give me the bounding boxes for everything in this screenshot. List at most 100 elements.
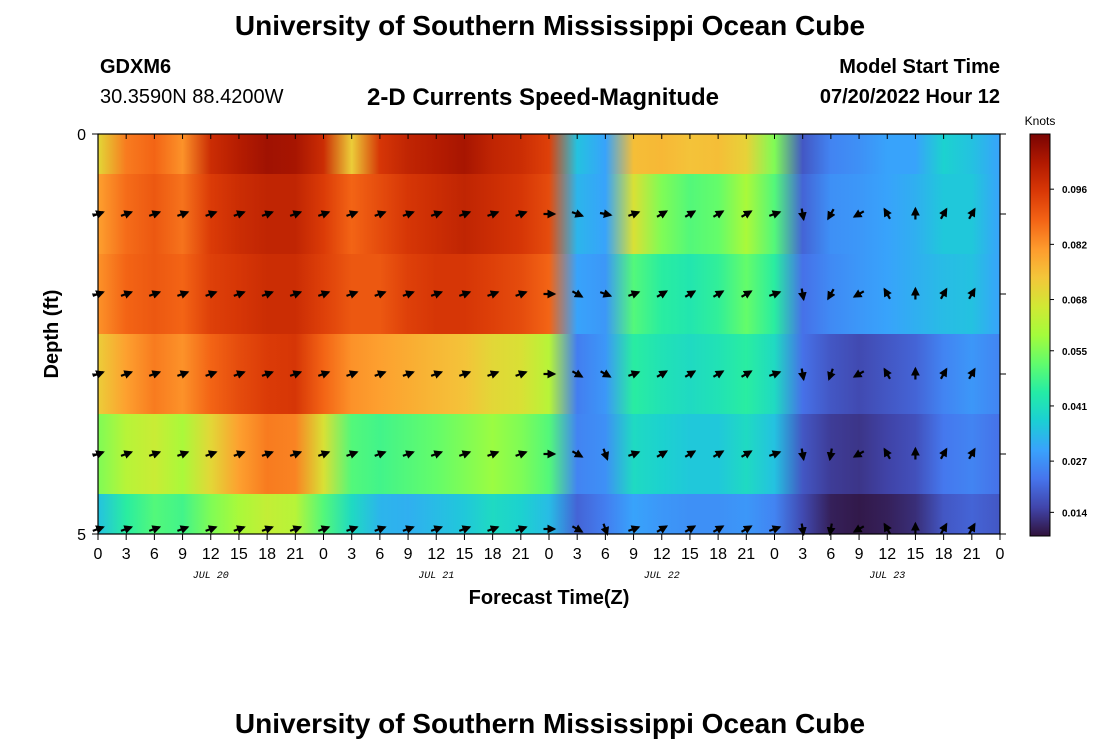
current-vector (430, 210, 444, 219)
current-vector (233, 370, 246, 379)
current-vector (852, 209, 865, 218)
current-vector (798, 448, 807, 462)
current-vector (628, 525, 641, 534)
current-vector (656, 370, 669, 379)
current-vector (883, 207, 892, 220)
current-vector (402, 370, 415, 379)
current-vector (374, 525, 387, 534)
x-tick-label: 9 (404, 546, 413, 563)
current-vector (289, 525, 303, 534)
current-vector (768, 370, 782, 379)
footer-title: University of Southern Mississippi Ocean… (234, 708, 866, 739)
x-tick-label: 12 (878, 546, 896, 563)
current-vector (712, 210, 725, 219)
current-vector (317, 450, 331, 459)
current-vector (826, 523, 836, 537)
current-vector (628, 290, 641, 299)
current-vector (487, 290, 500, 299)
x-tick-label: 0 (996, 546, 1005, 563)
current-vector (768, 450, 782, 459)
day-label: JUL 23 (869, 571, 905, 582)
current-vector (740, 290, 753, 299)
y-tick-label: 5 (77, 527, 86, 544)
x-tick-label: 9 (629, 546, 638, 563)
current-vector (205, 290, 218, 299)
current-vector (487, 525, 500, 534)
station-id: GDXM6 (100, 56, 172, 78)
current-vector (883, 287, 892, 300)
current-vector (261, 210, 274, 219)
current-vector (515, 210, 528, 219)
current-vector (374, 450, 387, 459)
current-vector (712, 290, 725, 299)
current-vector (177, 525, 190, 534)
current-vector (939, 207, 948, 220)
x-tick-label: 9 (178, 546, 187, 563)
current-vector (289, 370, 303, 379)
current-vector (628, 450, 641, 459)
current-vector (458, 210, 472, 219)
current-vector (289, 210, 303, 219)
day-label: JUL 21 (418, 571, 454, 582)
y-tick-label: 0 (77, 127, 86, 144)
colorbar-unit-label: Knots (1025, 114, 1056, 128)
current-vector (600, 369, 612, 378)
current-vector (656, 525, 669, 534)
current-vector (712, 370, 725, 379)
current-vector (205, 210, 218, 219)
current-vector (458, 450, 472, 459)
current-vector (852, 289, 865, 298)
colorbar-tick-label: 0.041 (1062, 402, 1087, 413)
current-vector (967, 447, 976, 460)
x-tick-label: 18 (258, 546, 276, 563)
current-vector (317, 290, 331, 299)
x-tick-label: 12 (653, 546, 671, 563)
current-vector (148, 450, 162, 459)
current-vector (430, 525, 444, 534)
current-vector (515, 290, 528, 299)
current-vector (177, 290, 190, 299)
x-tick-label: 0 (545, 546, 554, 563)
current-vector (317, 370, 331, 379)
x-tick-label: 6 (601, 546, 610, 563)
current-vector (402, 290, 415, 299)
current-vector (148, 370, 162, 379)
model-start-label: Model Start Time (839, 56, 1000, 78)
x-tick-label: 21 (286, 546, 304, 563)
current-vector (346, 525, 359, 534)
current-vector (458, 290, 472, 299)
current-vector (628, 210, 641, 219)
current-vector (571, 289, 584, 298)
current-vector (515, 450, 528, 459)
colorbar-tick-label: 0.068 (1062, 296, 1087, 307)
current-vector (402, 525, 415, 534)
current-vector (317, 210, 331, 219)
current-vector (233, 210, 246, 219)
x-tick-label: 9 (855, 546, 864, 563)
current-vector (883, 522, 892, 535)
current-vector (148, 210, 162, 219)
colorbar-tick-label: 0.096 (1062, 185, 1087, 196)
page-title: University of Southern Mississippi Ocean… (234, 10, 866, 41)
current-vector (233, 450, 246, 459)
current-vector (600, 523, 610, 536)
current-vector (827, 288, 836, 301)
x-tick-label: 21 (737, 546, 755, 563)
current-vector (289, 290, 303, 299)
x-tick-label: 0 (770, 546, 779, 563)
current-vector (346, 450, 359, 459)
colorbar-tick-label: 0.082 (1062, 240, 1087, 251)
x-tick-label: 18 (935, 546, 953, 563)
current-vector (684, 370, 697, 379)
current-vector (827, 368, 836, 381)
current-vector (967, 522, 976, 535)
current-vector (939, 447, 948, 460)
current-vector (852, 449, 865, 458)
model-start-value: 07/20/2022 Hour 12 (819, 86, 1000, 108)
current-vector (120, 210, 134, 219)
x-tick-label: 21 (963, 546, 981, 563)
current-vector (346, 210, 359, 219)
current-vector (684, 450, 697, 459)
current-vector (402, 450, 415, 459)
current-vector (233, 290, 246, 299)
